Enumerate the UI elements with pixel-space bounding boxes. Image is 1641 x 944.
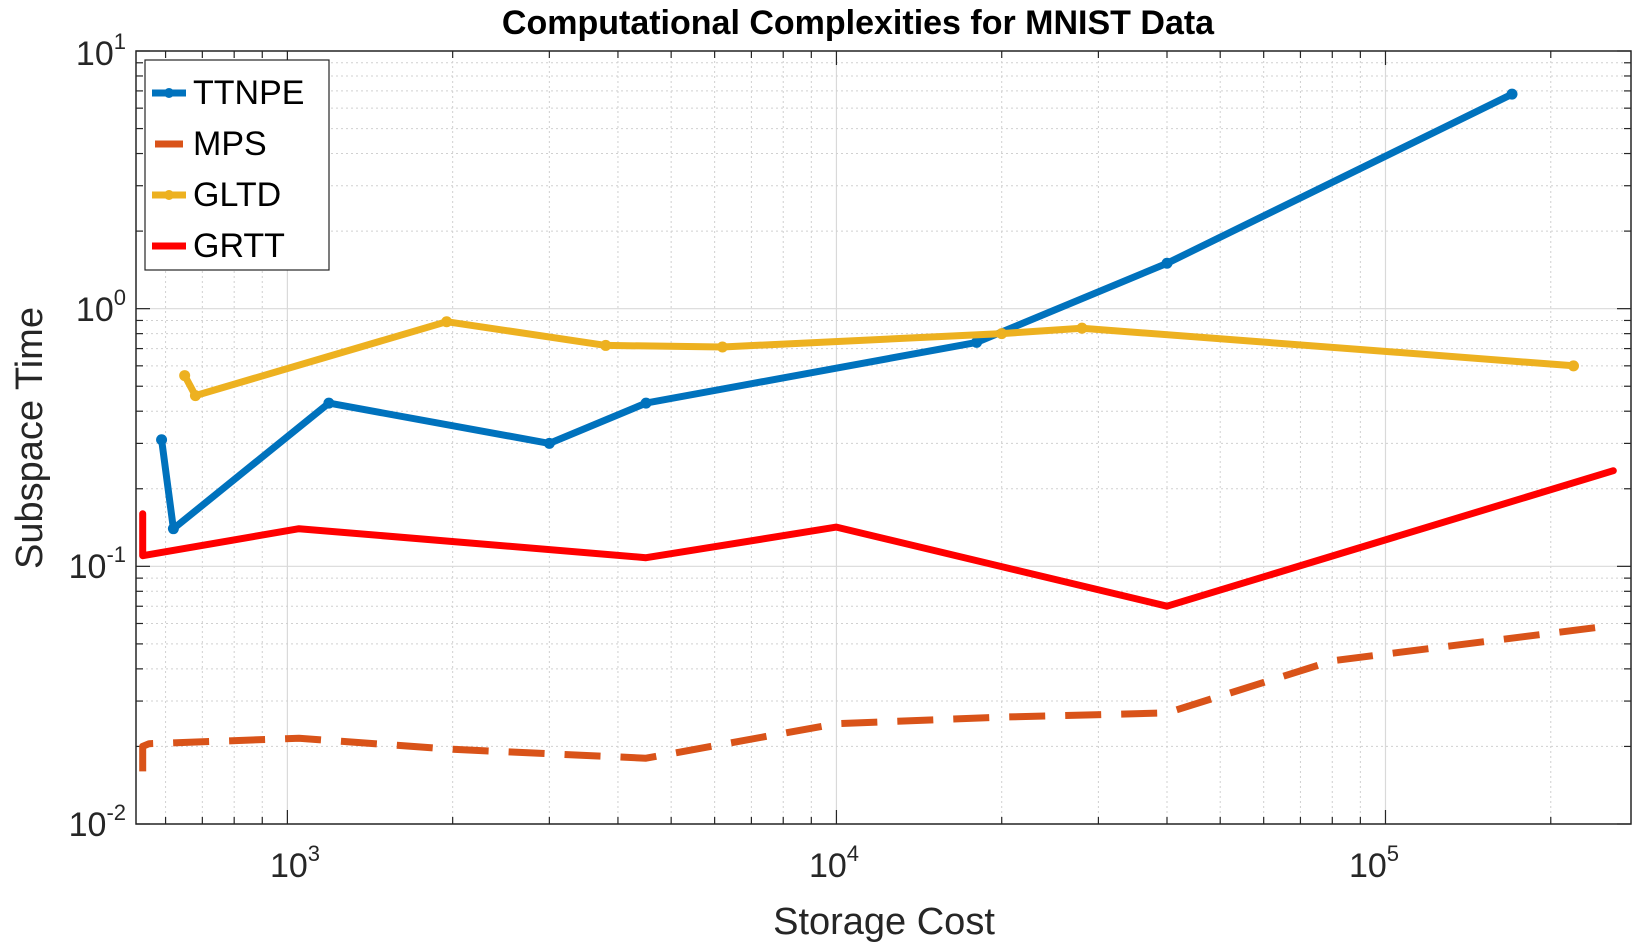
legend-marker-ttnpe [164, 88, 174, 98]
data-point-gltd [1076, 322, 1088, 334]
x-axis-label: Storage Cost [773, 901, 995, 943]
data-point-gltd [1567, 360, 1579, 372]
data-point-ttnpe [971, 336, 983, 348]
y-tick-label-0.01: 10-2 [69, 800, 126, 844]
data-point-gltd [600, 339, 612, 351]
legend-label-grtt: GRTT [193, 227, 285, 265]
y-axis-label: Subspace Time [9, 307, 51, 569]
series-layer [139, 88, 1617, 772]
series-line-mps [139, 621, 1614, 772]
x-tick-label-1000: 103 [270, 841, 320, 885]
data-point-gltd [716, 341, 728, 353]
legend: TTNPE MPS GLTD GRTT [144, 59, 330, 271]
legend-label-gltd: GLTD [193, 176, 281, 214]
data-point-gltd [189, 390, 201, 402]
legend-marker-gltd [164, 190, 174, 200]
chart-title: Computational Complexities for MNIST Dat… [502, 4, 1215, 42]
x-axis-tick-labels: 103 104 105 [270, 841, 1399, 885]
legend-label-ttnpe: TTNPE [193, 74, 304, 112]
x-tick-label-10000: 104 [809, 841, 859, 885]
data-point-ttnpe [1161, 257, 1173, 269]
data-point-ttnpe [167, 523, 179, 535]
y-axis-tick-labels: 10-2 10-1 100 101 [69, 29, 126, 844]
data-point-gltd [996, 328, 1008, 340]
y-tick-label-1: 100 [76, 285, 126, 329]
series-line-ttnpe [158, 90, 1516, 533]
data-point-ttnpe [1506, 88, 1518, 100]
y-tick-label-10: 101 [76, 29, 126, 73]
plot-area-frame [135, 50, 1632, 825]
data-point-ttnpe [156, 434, 168, 446]
data-point-gltd [441, 316, 453, 328]
legend-swatches [152, 88, 186, 250]
series-line-grtt [139, 467, 1617, 610]
data-point-ttnpe [640, 397, 652, 409]
data-point-gltd [179, 370, 191, 382]
x-tick-label-100000: 105 [1349, 841, 1399, 885]
data-point-ttnpe [323, 397, 335, 409]
y-tick-label-0.1: 10-1 [69, 542, 126, 586]
series-line-gltd [181, 318, 1577, 400]
legend-label-mps: MPS [193, 125, 267, 163]
axis-tick-marks [136, 50, 1631, 825]
data-point-ttnpe [543, 437, 555, 449]
